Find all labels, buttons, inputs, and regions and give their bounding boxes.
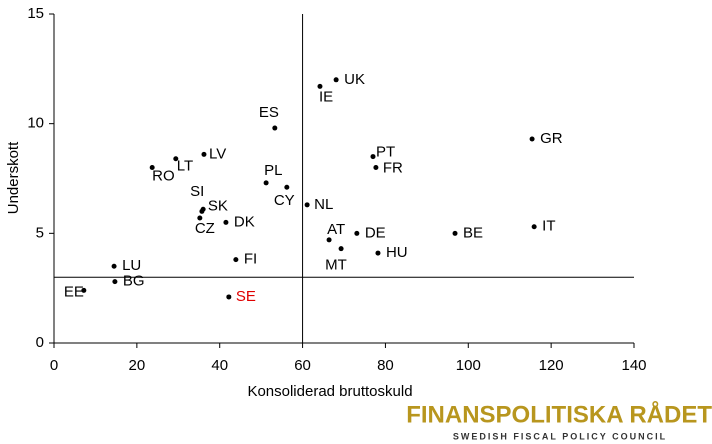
point	[304, 202, 310, 208]
point-label: DE	[365, 224, 386, 241]
point-label: EE	[64, 283, 84, 300]
point-label: DK	[234, 213, 255, 230]
x-tick-label: 80	[377, 357, 394, 374]
x-tick-label: 40	[211, 357, 228, 374]
point	[173, 156, 179, 162]
point-label: AT	[327, 221, 345, 238]
point	[263, 180, 269, 186]
point-label: LU	[122, 257, 141, 274]
logo-tagline: SWEDISH FISCAL POLICY COUNCIL	[453, 431, 667, 441]
point-label: CY	[274, 192, 295, 209]
x-tick-label: 140	[621, 357, 646, 374]
point	[272, 125, 278, 131]
point-label: LV	[209, 145, 226, 162]
point	[529, 136, 535, 142]
point-label: SK	[208, 197, 228, 214]
point	[284, 184, 290, 190]
point-label: PL	[264, 162, 282, 179]
logo-name: FINANSPOLITISKA RÅDET	[406, 400, 712, 428]
point-label: NL	[314, 196, 333, 213]
y-axis-label: Underskott	[5, 141, 22, 214]
point-label: HU	[386, 244, 408, 261]
y-tick-label: 15	[27, 5, 44, 22]
point-label: SE	[236, 288, 256, 305]
y-tick-label: 5	[36, 224, 44, 241]
x-tick-label: 20	[129, 357, 146, 374]
point	[317, 83, 323, 89]
point-label: SI	[190, 183, 204, 200]
point-label: GR	[540, 130, 563, 147]
x-axis-label: Konsoliderad bruttoskuld	[247, 383, 412, 400]
point-label: FI	[244, 251, 257, 268]
point-label: LT	[177, 158, 193, 175]
point-label: ES	[259, 104, 279, 121]
point	[199, 208, 205, 214]
point	[373, 165, 379, 171]
y-tick-label: 10	[27, 115, 44, 132]
point-label: BG	[123, 273, 145, 290]
point	[531, 224, 537, 230]
point-label: RO	[152, 168, 175, 185]
point-label: MT	[325, 257, 347, 274]
point-label: UK	[344, 71, 365, 88]
point	[233, 257, 239, 263]
point	[201, 151, 207, 157]
x-tick-label: 100	[456, 357, 481, 374]
point	[338, 246, 344, 252]
y-tick-label: 0	[36, 334, 44, 351]
point-label: FR	[383, 160, 403, 177]
point	[354, 230, 360, 236]
point-label: IT	[542, 218, 555, 235]
point	[333, 77, 339, 83]
point	[223, 219, 229, 225]
point-label: PT	[376, 144, 395, 161]
point	[111, 263, 117, 269]
point	[452, 230, 458, 236]
point	[375, 250, 381, 256]
point	[370, 154, 376, 160]
point	[149, 165, 155, 171]
x-tick-label: 120	[539, 357, 564, 374]
point-label: BE	[463, 224, 483, 241]
point-label: IE	[319, 88, 333, 105]
point	[197, 215, 203, 221]
x-tick-label: 0	[50, 357, 58, 374]
point	[326, 237, 332, 243]
point	[226, 294, 232, 300]
point-label: CZ	[195, 220, 215, 237]
point	[112, 279, 118, 285]
x-tick-label: 60	[294, 357, 311, 374]
point	[81, 287, 87, 293]
